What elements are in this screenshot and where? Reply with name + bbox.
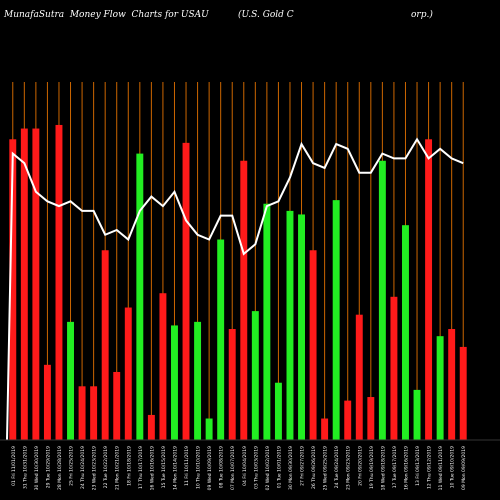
money-flow-bar: [274, 382, 282, 440]
x-tick-label: 28 Mon 10/28/2019: [57, 446, 63, 490]
money-flow-bar: [332, 200, 340, 440]
money-flow-bar: [113, 371, 121, 440]
money-flow-bar: [251, 311, 259, 440]
money-flow-bar: [90, 386, 98, 440]
x-tick-label: 24 Thu 10/24/2019: [80, 446, 86, 489]
money-flow-bar: [367, 397, 375, 440]
x-tick-label: 13 Fri 09/13/2019: [415, 446, 421, 486]
money-flow-bar: [228, 329, 236, 440]
money-flow-bar: [9, 139, 17, 440]
x-tick-label: 31 Thu 10/31/2019: [22, 446, 28, 489]
money-flow-bar: [425, 139, 433, 440]
money-flow-bar: [355, 314, 363, 440]
money-flow-bar: [55, 124, 63, 441]
money-flow-bar: [402, 225, 409, 440]
money-flow-bar: [124, 307, 132, 440]
x-tick-label: 09 Wed 10/09/2019: [207, 446, 213, 490]
x-tick-label: 21 Mon 10/21/2019: [115, 446, 121, 490]
money-flow-bar: [436, 336, 444, 440]
x-tick-label: 15 Tue 10/15/2019: [161, 446, 167, 488]
x-tick-label: 12 Thu 09/12/2019: [427, 446, 433, 489]
x-tick-label: 17 Thu 10/17/2019: [138, 446, 144, 489]
x-tick-label: 01 Tue 10/01/2019: [276, 446, 282, 488]
money-flow-line: [6, 137, 464, 441]
x-tick-label: 07 Mon 10/07/2019: [230, 446, 236, 490]
money-flow-bar: [67, 321, 74, 440]
x-tick-label: 17 Tue 09/17/2019: [392, 446, 398, 488]
money-flow-bar: [321, 418, 329, 440]
money-flow-bar: [413, 389, 421, 440]
money-flow-bar: [309, 250, 317, 440]
money-flow-bar: [263, 203, 271, 440]
chart-title: MunafaSutra Money Flow Charts for USAU: [4, 10, 209, 20]
x-tick-label: 27 Fri 09/27/2019: [300, 446, 306, 486]
x-axis-tick-labels: 01 Fri 11/01/2019 31 Thu 10/31/2019 30 Wed…: [11, 446, 467, 490]
money-flow-bars: [9, 124, 467, 441]
x-tick-label: 10 Tue 09/10/2019: [450, 446, 456, 488]
x-tick-label: 14 Mon 10/14/2019: [172, 446, 178, 490]
x-tick-label: 10 Thu 10/10/2019: [196, 446, 202, 489]
x-tick-label: 30 Wed 10/30/2019: [34, 446, 40, 490]
money-flow-bar: [390, 296, 398, 440]
x-tick-label: 19 Thu 09/19/2019: [369, 446, 375, 489]
x-tick-label: 08 Tue 10/08/2019: [219, 446, 225, 488]
x-tick-label: 11 Fri 10/11/2019: [184, 446, 190, 486]
money-flow-bar: [194, 321, 202, 440]
money-flow-bar: [159, 293, 167, 440]
x-tick-label: 24 Tue 09/24/2019: [334, 446, 340, 488]
x-tick-label: 25 Wed 09/25/2019: [323, 446, 329, 490]
x-tick-label: 29 Tue 10/29/2019: [45, 446, 51, 488]
money-flow-bar: [136, 153, 144, 440]
money-flow-bar: [182, 142, 190, 441]
money-flow-bar: [101, 250, 109, 440]
money-flow-bar: [459, 346, 467, 440]
x-tick-label: 16 Mon 09/16/2019: [403, 446, 409, 490]
x-tick-label: 03 Thu 10/03/2019: [253, 446, 259, 489]
chart-subtitle: (U.S. Gold C orp.): [238, 10, 433, 20]
x-tick-label: 11 Wed 09/11/2019: [438, 446, 444, 490]
x-tick-label: 01 Fri 11/01/2019: [11, 446, 17, 486]
x-tick-label: 23 Mon 09/23/2019: [346, 446, 352, 490]
x-tick-label: 18 Wed 09/18/2019: [380, 446, 386, 490]
money-flow-bar: [448, 329, 456, 440]
money-flow-bar: [205, 418, 213, 440]
money-flow-bar: [378, 160, 386, 440]
money-flow-bar: [147, 414, 155, 440]
x-tick-label: 23 Wed 10/23/2019: [92, 446, 98, 490]
money-flow-bar: [217, 239, 225, 440]
x-tick-label: 25 Fri 10/25/2019: [69, 446, 75, 486]
x-tick-label: 30 Mon 09/30/2019: [288, 446, 294, 490]
money-flow-bar: [20, 128, 28, 441]
money-flow-bar: [298, 214, 305, 440]
x-tick-label: 22 Tue 10/22/2019: [103, 446, 109, 488]
money-flow-bar: [171, 325, 178, 440]
money-flow-bar: [43, 364, 51, 440]
money-flow-bar: [78, 386, 86, 440]
x-tick-label: 20 Fri 09/20/2019: [357, 446, 363, 486]
money-flow-bar: [344, 400, 352, 440]
money-flow-bar: [286, 210, 294, 440]
x-tick-label: 18 Fri 10/18/2019: [126, 446, 132, 486]
x-tick-label: 09 Mon 09/09/2019: [461, 446, 467, 490]
x-tick-label: 16 Wed 10/16/2019: [149, 446, 155, 490]
x-tick-label: 02 Wed 10/02/2019: [265, 446, 271, 490]
money-flow-bar: [32, 128, 40, 441]
x-tick-label: 04 Fri 10/04/2019: [242, 446, 248, 486]
x-tick-label: 26 Thu 09/26/2019: [311, 446, 317, 489]
money-flow-bar: [240, 160, 248, 440]
